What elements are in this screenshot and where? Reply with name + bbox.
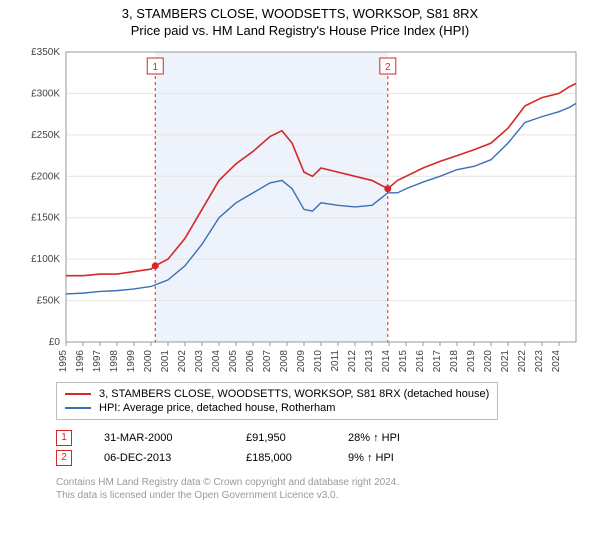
legend-swatch xyxy=(65,407,91,409)
svg-text:1: 1 xyxy=(152,62,158,73)
svg-text:2016: 2016 xyxy=(415,349,426,372)
chart-title: 3, STAMBERS CLOSE, WOODSETTS, WORKSOP, S… xyxy=(10,6,590,40)
svg-text:£300K: £300K xyxy=(31,88,60,99)
svg-text:2001: 2001 xyxy=(160,349,171,372)
event-row: 2 06-DEC-2013 £185,000 9% ↑ HPI xyxy=(56,448,590,468)
attribution-line2: This data is licensed under the Open Gov… xyxy=(56,489,590,502)
svg-text:2024: 2024 xyxy=(551,349,562,372)
svg-text:2018: 2018 xyxy=(449,349,460,372)
svg-text:2012: 2012 xyxy=(347,349,358,372)
svg-text:2023: 2023 xyxy=(534,349,545,372)
svg-text:1996: 1996 xyxy=(75,349,86,372)
attribution-line1: Contains HM Land Registry data © Crown c… xyxy=(56,476,590,489)
event-date: 06-DEC-2013 xyxy=(104,452,214,464)
svg-text:1999: 1999 xyxy=(126,349,137,372)
svg-text:£0: £0 xyxy=(49,337,61,348)
svg-text:2015: 2015 xyxy=(398,349,409,372)
event-date: 31-MAR-2000 xyxy=(104,432,214,444)
svg-text:2019: 2019 xyxy=(466,349,477,372)
title-line2: Price paid vs. HM Land Registry's House … xyxy=(10,23,590,40)
svg-text:2022: 2022 xyxy=(517,349,528,372)
legend-label: HPI: Average price, detached house, Roth… xyxy=(99,402,335,414)
svg-text:2020: 2020 xyxy=(483,349,494,372)
event-delta: 9% ↑ HPI xyxy=(348,452,394,464)
svg-text:2009: 2009 xyxy=(296,349,307,372)
svg-text:£350K: £350K xyxy=(31,47,60,58)
title-line1: 3, STAMBERS CLOSE, WOODSETTS, WORKSOP, S… xyxy=(10,6,590,23)
event-badge: 2 xyxy=(56,450,72,466)
svg-text:2008: 2008 xyxy=(279,349,290,372)
svg-text:2003: 2003 xyxy=(194,349,205,372)
svg-text:2021: 2021 xyxy=(500,349,511,372)
svg-text:£150K: £150K xyxy=(31,212,60,223)
event-price: £91,950 xyxy=(246,432,316,444)
svg-text:1997: 1997 xyxy=(92,349,103,372)
legend-swatch xyxy=(65,393,91,395)
svg-text:2014: 2014 xyxy=(381,349,392,372)
svg-text:2000: 2000 xyxy=(143,349,154,372)
chart-svg: £0 £50K £100K £150K £200K £250K £300K £350K 1995… xyxy=(20,44,580,374)
event-list: 1 31-MAR-2000 £91,950 28% ↑ HPI 2 06-DEC-2013… xyxy=(56,428,590,468)
chart: £0 £50K £100K £150K £200K £250K £300K £350K 1995… xyxy=(20,44,580,374)
legend-label: 3, STAMBERS CLOSE, WOODSETTS, WORKSOP, S… xyxy=(99,388,489,400)
svg-text:2005: 2005 xyxy=(228,349,239,372)
svg-text:£100K: £100K xyxy=(31,254,60,265)
svg-text:2013: 2013 xyxy=(364,349,375,372)
svg-text:2011: 2011 xyxy=(330,349,341,371)
svg-text:£250K: £250K xyxy=(31,130,60,141)
event-price: £185,000 xyxy=(246,452,316,464)
svg-text:£50K: £50K xyxy=(37,295,61,306)
svg-text:2017: 2017 xyxy=(432,349,443,372)
svg-text:£200K: £200K xyxy=(31,171,60,182)
svg-text:2004: 2004 xyxy=(211,349,222,372)
svg-text:2: 2 xyxy=(385,62,391,73)
event-delta: 28% ↑ HPI xyxy=(348,432,400,444)
svg-text:2007: 2007 xyxy=(262,349,273,372)
svg-text:1995: 1995 xyxy=(58,349,69,372)
event-badge: 1 xyxy=(56,430,72,446)
legend: 3, STAMBERS CLOSE, WOODSETTS, WORKSOP, S… xyxy=(56,382,498,420)
svg-text:2010: 2010 xyxy=(313,349,324,372)
event-row: 1 31-MAR-2000 £91,950 28% ↑ HPI xyxy=(56,428,590,448)
legend-row: 3, STAMBERS CLOSE, WOODSETTS, WORKSOP, S… xyxy=(65,387,489,401)
attribution: Contains HM Land Registry data © Crown c… xyxy=(56,476,590,502)
svg-text:2006: 2006 xyxy=(245,349,256,372)
svg-text:2002: 2002 xyxy=(177,349,188,372)
svg-text:1998: 1998 xyxy=(109,349,120,372)
legend-row: HPI: Average price, detached house, Roth… xyxy=(65,401,489,415)
